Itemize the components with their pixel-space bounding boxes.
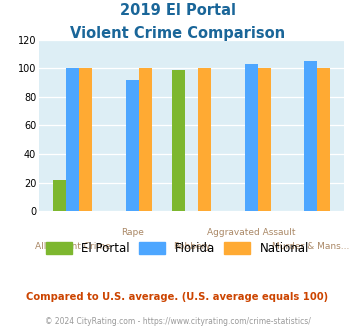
Text: Robbery: Robbery	[173, 242, 211, 251]
Text: All Violent Crime: All Violent Crime	[35, 242, 110, 251]
Bar	[304, 61, 317, 211]
Text: Violent Crime Comparison: Violent Crime Comparison	[70, 26, 285, 41]
Bar	[172, 70, 185, 211]
Bar	[245, 64, 258, 211]
Text: 2019 El Portal: 2019 El Portal	[120, 3, 235, 18]
Legend: El Portal, Florida, National: El Portal, Florida, National	[41, 237, 314, 260]
Bar	[66, 68, 79, 211]
Text: Rape: Rape	[121, 228, 143, 237]
Text: Compared to U.S. average. (U.S. average equals 100): Compared to U.S. average. (U.S. average …	[26, 292, 329, 302]
Text: Aggravated Assault: Aggravated Assault	[207, 228, 295, 237]
Bar	[317, 68, 331, 211]
Text: Murder & Mans...: Murder & Mans...	[272, 242, 350, 251]
Bar	[79, 68, 92, 211]
Bar	[53, 180, 66, 211]
Bar	[198, 68, 211, 211]
Bar	[258, 68, 271, 211]
Bar	[126, 80, 139, 211]
Bar	[139, 68, 152, 211]
Text: © 2024 CityRating.com - https://www.cityrating.com/crime-statistics/: © 2024 CityRating.com - https://www.city…	[45, 317, 310, 326]
